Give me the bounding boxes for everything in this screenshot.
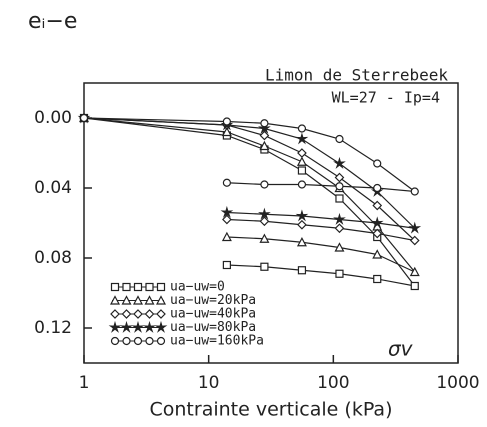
marker bbox=[260, 262, 269, 271]
marker bbox=[79, 113, 89, 123]
marker bbox=[409, 266, 420, 277]
marker bbox=[259, 216, 270, 227]
x-tick-label: 1 bbox=[79, 373, 90, 393]
marker bbox=[222, 178, 231, 187]
marker bbox=[410, 187, 419, 196]
marker bbox=[259, 233, 270, 243]
marker bbox=[156, 282, 166, 292]
marker bbox=[220, 205, 234, 218]
marker bbox=[297, 166, 307, 175]
x-tick-label: 10 bbox=[198, 373, 220, 393]
marker bbox=[297, 219, 307, 230]
marker bbox=[156, 295, 166, 305]
marker bbox=[297, 266, 307, 275]
marker bbox=[259, 140, 270, 151]
marker bbox=[373, 159, 382, 168]
marker bbox=[334, 242, 345, 252]
x-tick-label: 100 bbox=[317, 373, 349, 393]
marker bbox=[335, 269, 344, 278]
x-tick-label: 1000 bbox=[436, 373, 479, 393]
annotation: σv bbox=[388, 337, 414, 361]
marker bbox=[296, 156, 307, 166]
legend-label: ua−uw=80kPa bbox=[170, 320, 256, 335]
series-line bbox=[83, 117, 417, 287]
legend-label: ua−uw=0 bbox=[170, 280, 225, 295]
legend-label: ua−uw=160kPa bbox=[170, 334, 264, 349]
marker bbox=[372, 200, 383, 211]
marker bbox=[144, 295, 155, 305]
marker bbox=[297, 180, 307, 189]
marker bbox=[295, 209, 309, 222]
marker bbox=[370, 216, 384, 229]
series-line bbox=[83, 117, 416, 273]
marker bbox=[156, 336, 166, 346]
marker bbox=[409, 235, 420, 246]
marker bbox=[373, 183, 382, 193]
y-tick-label: 0.00 bbox=[34, 108, 72, 128]
marker bbox=[110, 309, 120, 319]
marker bbox=[120, 320, 133, 333]
marker bbox=[133, 282, 143, 292]
series-line bbox=[83, 117, 417, 230]
y-tick-label: 0.12 bbox=[34, 318, 72, 338]
marker bbox=[133, 295, 143, 305]
marker bbox=[110, 336, 120, 346]
marker bbox=[121, 295, 132, 305]
plot-frame bbox=[83, 82, 459, 364]
marker bbox=[131, 320, 145, 333]
marker bbox=[260, 180, 269, 189]
marker bbox=[295, 132, 309, 145]
marker bbox=[373, 274, 382, 284]
marker bbox=[258, 207, 271, 220]
marker bbox=[156, 309, 166, 319]
marker bbox=[110, 282, 120, 292]
marker bbox=[296, 236, 307, 247]
marker bbox=[110, 295, 120, 305]
marker bbox=[259, 130, 270, 141]
marker bbox=[372, 228, 383, 239]
marker bbox=[408, 221, 422, 234]
legend-label: ua−uw=20kPa bbox=[170, 293, 256, 308]
marker bbox=[335, 134, 344, 144]
marker bbox=[297, 148, 307, 158]
marker bbox=[143, 320, 156, 333]
x-axis-label: Contrainte verticale (kPa) bbox=[150, 399, 393, 421]
marker bbox=[334, 172, 345, 183]
marker bbox=[410, 281, 419, 291]
marker bbox=[260, 119, 269, 128]
marker bbox=[221, 231, 232, 242]
marker bbox=[222, 260, 231, 270]
marker bbox=[145, 282, 154, 292]
marker bbox=[335, 182, 344, 191]
marker bbox=[154, 320, 168, 333]
legend-label: ua−uw=40kPa bbox=[170, 307, 256, 322]
marker bbox=[222, 117, 231, 126]
marker bbox=[221, 126, 232, 137]
marker bbox=[258, 121, 271, 134]
marker bbox=[133, 336, 143, 346]
marker bbox=[333, 212, 346, 225]
marker bbox=[121, 309, 132, 319]
marker bbox=[335, 194, 344, 203]
marker bbox=[108, 320, 122, 333]
y-tick-label: 0.04 bbox=[34, 178, 72, 198]
marker bbox=[145, 336, 154, 346]
y-axis-label: eᵢ−e bbox=[28, 9, 77, 34]
marker bbox=[297, 124, 307, 133]
marker bbox=[133, 309, 143, 319]
marker bbox=[122, 282, 131, 292]
series-line bbox=[83, 117, 417, 242]
marker bbox=[122, 336, 131, 346]
annotation: WL=27 - Ip=4 bbox=[332, 89, 440, 107]
y-tick-label: 0.08 bbox=[34, 248, 72, 268]
marker bbox=[334, 223, 345, 234]
marker bbox=[372, 249, 383, 259]
series-line bbox=[83, 117, 417, 193]
marker bbox=[222, 214, 232, 225]
marker bbox=[144, 309, 155, 319]
annotation: Limon de Sterrebeek bbox=[265, 66, 448, 85]
marker bbox=[333, 156, 346, 169]
